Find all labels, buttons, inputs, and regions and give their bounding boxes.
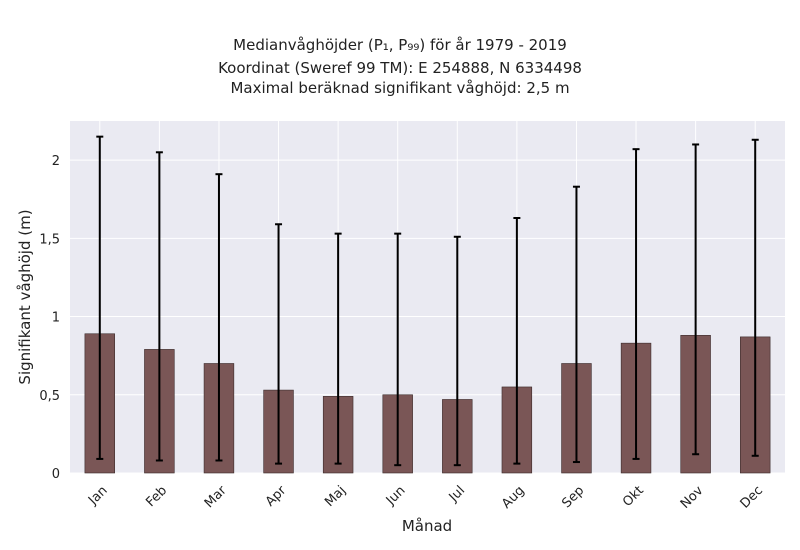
- y-tick-label: 1,5: [39, 232, 60, 247]
- x-tick-label: Feb: [143, 483, 170, 510]
- chart-title-line-1: Medianvåghöjder (P₁, P₉₉) för år 1979 - …: [233, 36, 567, 54]
- y-tick-label: 0,5: [39, 389, 60, 404]
- x-tick-label: Apr: [263, 483, 290, 510]
- chart-title-line-3: Maximal beräknad signifikant våghöjd: 2,…: [230, 79, 570, 97]
- x-tick-label: Jul: [446, 483, 468, 505]
- x-tick-label: Okt: [620, 483, 647, 510]
- y-tick-labels: 0 0,5 1 1,5 2: [39, 154, 60, 482]
- x-tick-label: Maj: [322, 483, 349, 510]
- x-tick-label: Jan: [85, 483, 110, 508]
- x-tick-label: Aug: [499, 483, 528, 512]
- x-tick-label: Mar: [202, 483, 230, 511]
- errorbar-layer: [96, 135, 759, 467]
- y-tick-label: 0: [52, 467, 60, 482]
- x-tick-label: Dec: [738, 483, 766, 511]
- x-tick-label: Sep: [559, 483, 587, 511]
- x-tick-labels: Jan Feb Mar Apr Maj Jun Jul Aug Sep Okt Nov Dec: [85, 483, 766, 512]
- chart-title-line-2: Koordinat (Sweref 99 TM): E 254888, N 63…: [218, 59, 582, 77]
- x-tick-label: Jun: [383, 483, 409, 509]
- y-tick-label: 2: [52, 154, 60, 169]
- y-tick-label: 1: [52, 311, 60, 326]
- x-axis-label: Månad: [402, 517, 452, 535]
- y-axis-label: Signifikant våghöjd (m): [16, 209, 34, 384]
- plot-area: [70, 121, 785, 473]
- x-tick-label: Nov: [678, 483, 707, 512]
